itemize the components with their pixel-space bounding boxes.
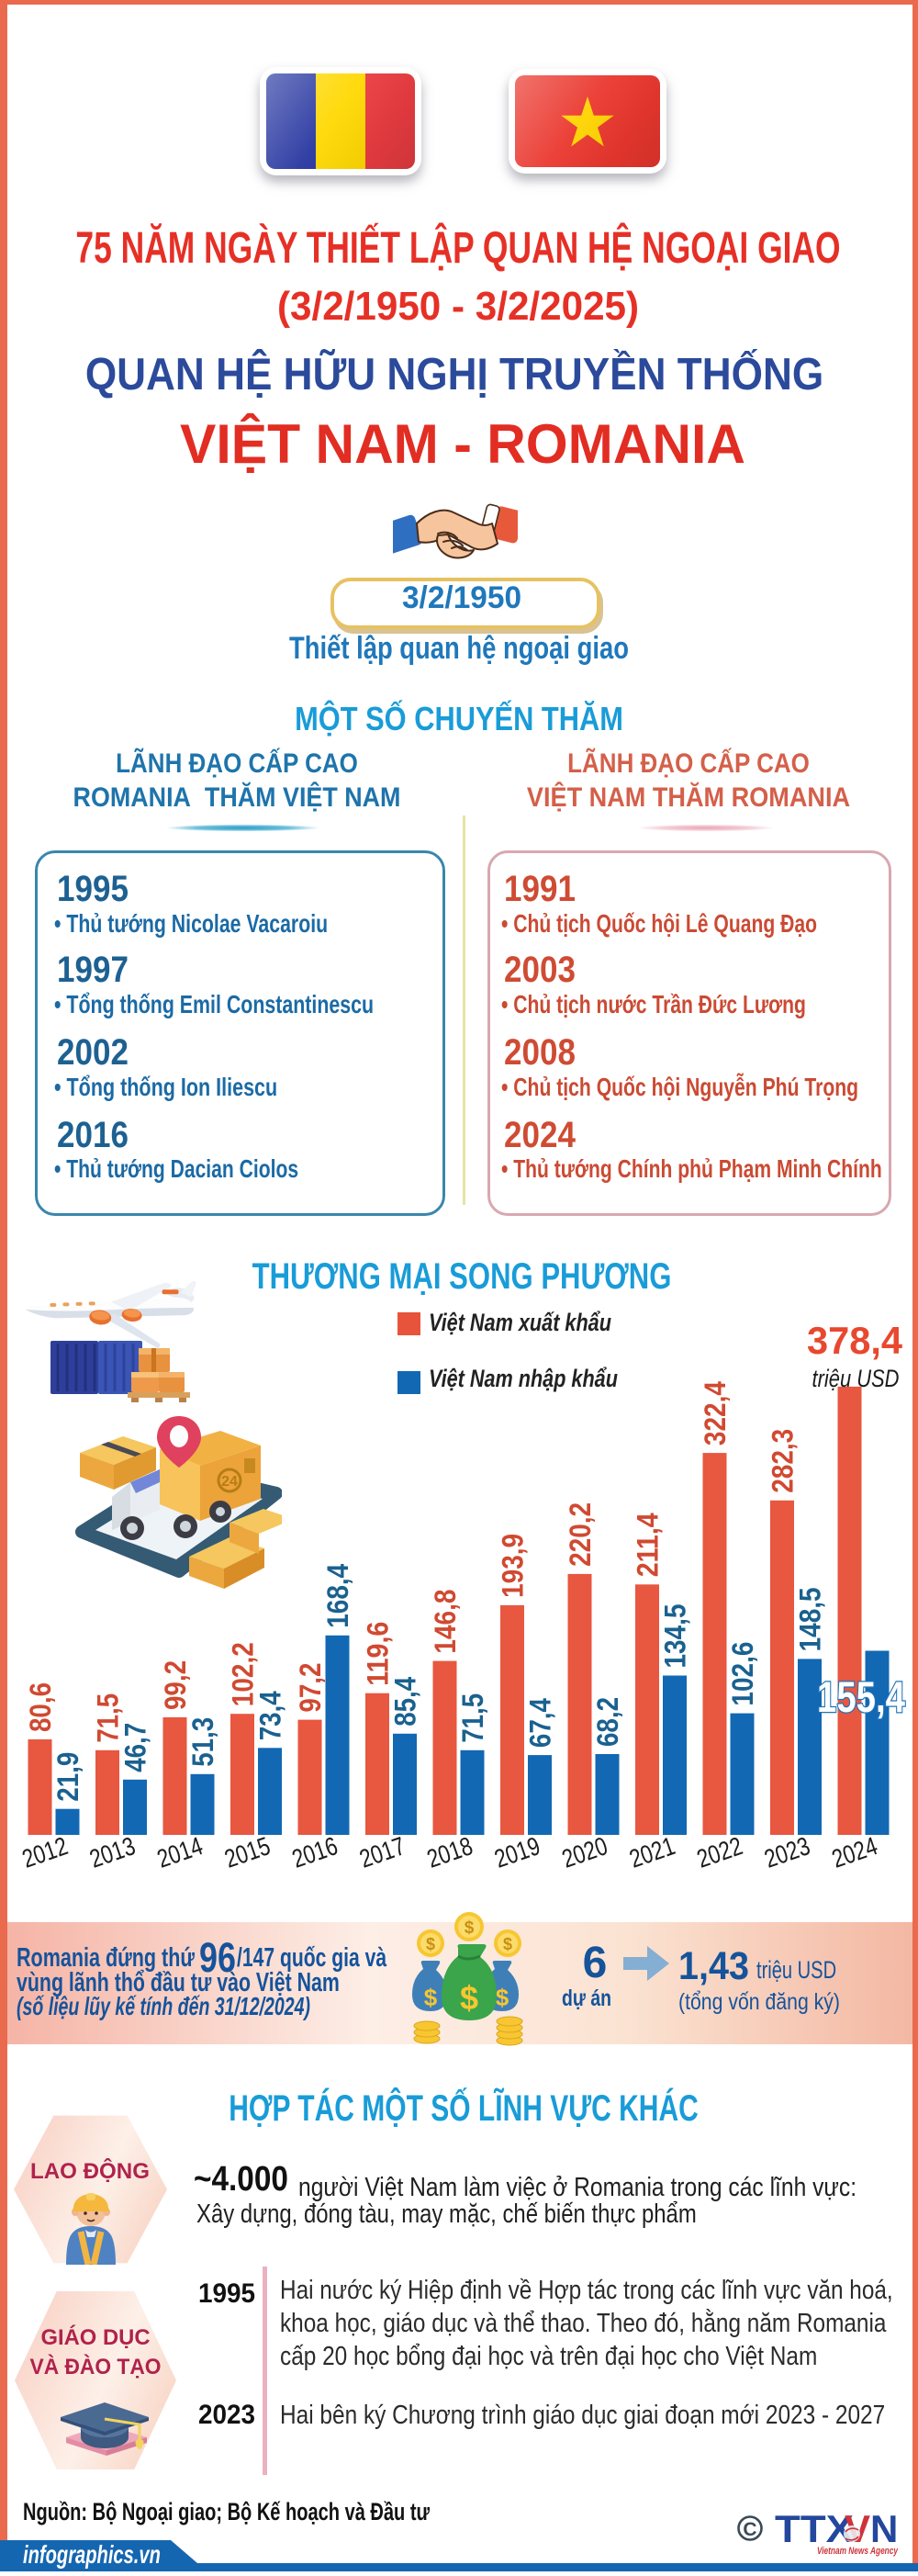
svg-text:282,3: 282,3 [767,1429,800,1493]
svg-text:2020: 2020 [558,1831,610,1873]
svg-text:146,8: 146,8 [429,1590,462,1654]
svg-text:2017: 2017 [356,1831,409,1873]
svg-text:71,5: 71,5 [92,1693,125,1743]
svg-text:102,6: 102,6 [726,1642,759,1706]
svg-text:85,4: 85,4 [389,1677,422,1727]
svg-text:378,4: 378,4 [807,1319,903,1362]
svg-text:C: C [743,2519,756,2540]
svg-text:168,4: 168,4 [321,1564,354,1628]
svg-text:119,6: 119,6 [362,1622,395,1686]
svg-text:193,9: 193,9 [497,1534,530,1598]
svg-text:$: $ [503,1935,512,1953]
svg-text:71,5: 71,5 [456,1693,489,1743]
svg-text:24: 24 [221,1474,238,1490]
svg-text:97,2: 97,2 [294,1663,327,1713]
svg-text:51,3: 51,3 [186,1717,219,1767]
svg-text:73,4: 73,4 [254,1691,287,1740]
svg-text:$: $ [426,1935,435,1953]
svg-text:99,2: 99,2 [159,1660,192,1710]
svg-text:2019: 2019 [491,1831,543,1873]
svg-text:$: $ [496,1984,509,2011]
svg-text:2015: 2015 [221,1831,274,1873]
svg-text:2018: 2018 [423,1831,476,1873]
svg-text:148,5: 148,5 [794,1587,827,1651]
svg-text:$: $ [424,1984,438,2011]
svg-text:322,4: 322,4 [699,1381,732,1445]
svg-text:triệu USD: triệu USD [812,1365,900,1392]
svg-text:$: $ [465,1918,475,1938]
svg-text:2023: 2023 [761,1831,813,1873]
svg-text:220,2: 220,2 [564,1502,597,1567]
svg-text:N: N [870,2512,898,2550]
svg-text:67,4: 67,4 [524,1698,557,1748]
svg-text:211,4: 211,4 [632,1513,665,1577]
svg-text:Vietnam News Agency: Vietnam News Agency [817,2546,899,2557]
svg-text:80,6: 80,6 [24,1682,57,1732]
svg-text:2021: 2021 [626,1831,678,1873]
svg-text:102,2: 102,2 [227,1642,260,1706]
svg-text:21,9: 21,9 [51,1752,84,1802]
svg-text:$: $ [460,1979,478,2017]
svg-text:134,5: 134,5 [659,1604,692,1669]
svg-text:2022: 2022 [693,1831,745,1873]
svg-text:2012: 2012 [18,1831,71,1873]
svg-text:46,7: 46,7 [119,1723,152,1772]
svg-text:155,4: 155,4 [817,1672,905,1721]
svg-text:68,2: 68,2 [591,1697,624,1747]
svg-text:2014: 2014 [153,1831,206,1873]
svg-text:2024: 2024 [828,1831,880,1873]
svg-text:TTX: TTX [775,2512,854,2550]
svg-text:2016: 2016 [288,1831,341,1873]
svg-text:2013: 2013 [86,1831,139,1873]
